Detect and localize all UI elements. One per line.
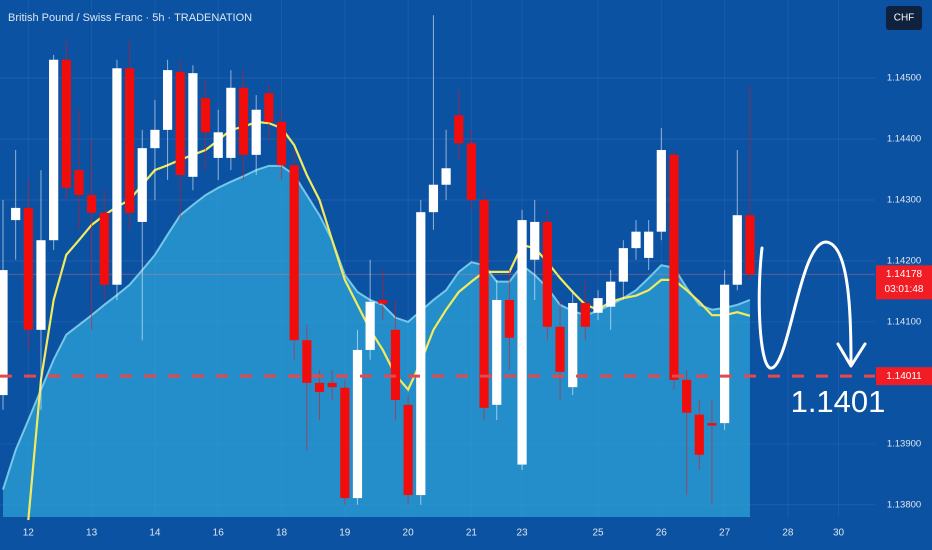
candle-body [466, 143, 477, 200]
annotation: 1.1401 [791, 384, 886, 419]
chart-title: British Pound / Swiss Franc · 5h · TRADE… [8, 12, 252, 24]
candle-body [11, 207, 21, 221]
candle-body [99, 212, 109, 285]
candle-body [720, 284, 730, 424]
candle-body [403, 404, 413, 496]
candle-body [644, 231, 654, 258]
candle-body [441, 168, 451, 185]
candle-body [188, 73, 198, 177]
candle-body [352, 349, 363, 499]
countdown-label: 03:01:48 [885, 284, 924, 295]
candle-body [365, 301, 375, 350]
candle-body [264, 93, 274, 122]
candle-body [137, 148, 147, 222]
candle-body [314, 382, 325, 393]
candle-body [327, 382, 337, 388]
candle-body [555, 326, 565, 372]
candle-body [492, 299, 502, 405]
candle-body [669, 154, 679, 380]
level-label: 1.14011 [886, 371, 922, 382]
x-tick-label: 16 [213, 528, 225, 539]
x-tick-label: 20 [403, 528, 415, 539]
candle-body [530, 221, 540, 260]
candle-body [340, 387, 350, 499]
candle-body [656, 149, 666, 232]
candle-body [428, 184, 439, 213]
level-tag [876, 367, 932, 386]
candle-body [606, 281, 616, 307]
candle-body [61, 59, 71, 188]
candle-body [150, 129, 160, 149]
candle-body [276, 121, 287, 166]
y-tick-label: 1.14200 [887, 255, 921, 266]
candle-body [378, 299, 388, 304]
last-price-label: 1.14178 [886, 269, 923, 280]
x-tick-label: 25 [592, 528, 604, 539]
candle-body [162, 70, 173, 130]
x-tick-label: 14 [149, 528, 161, 539]
candle-body [568, 303, 578, 388]
candle-body [682, 379, 692, 413]
candle-body [125, 68, 135, 213]
y-tick-label: 1.14400 [887, 134, 921, 145]
candle-body [226, 87, 236, 158]
candle-body [36, 240, 46, 330]
x-tick-label: 30 [833, 528, 845, 539]
candle-body [631, 231, 641, 249]
currency-label[interactable]: CHF [894, 13, 915, 24]
candle-body [23, 207, 33, 330]
x-tick-label: 19 [339, 528, 351, 539]
candle-body [479, 199, 489, 408]
candle-body [517, 220, 527, 465]
arrow-curve [757, 240, 853, 370]
candle-body [580, 303, 590, 327]
candle-body [542, 221, 552, 327]
last-price-tag [876, 265, 932, 300]
candle-body [390, 329, 401, 400]
candle-body [707, 423, 717, 426]
x-tick-label: 27 [719, 528, 731, 539]
candle-body [49, 59, 59, 241]
x-tick-label: 18 [276, 528, 288, 539]
candle-body [175, 71, 185, 175]
x-tick-label: 12 [23, 528, 35, 539]
candle-body [416, 212, 426, 496]
candle-body [694, 414, 704, 455]
candle-body [618, 248, 628, 282]
y-tick-label: 1.14100 [887, 316, 921, 327]
candle-body [238, 87, 249, 155]
candle-body [87, 195, 97, 213]
candle-body [112, 68, 122, 285]
candle-body [302, 340, 312, 383]
currency-button[interactable] [886, 6, 922, 30]
candle-body [74, 170, 84, 196]
x-tick-label: 28 [782, 528, 794, 539]
plot-area [0, 0, 875, 521]
candle-body [745, 215, 755, 275]
candle-body [593, 298, 603, 313]
arrow-head [836, 342, 867, 368]
x-tick-label: 21 [466, 528, 478, 539]
candle-body [213, 132, 223, 158]
y-tick-label: 1.13800 [887, 499, 921, 510]
candle-body [289, 165, 299, 341]
candle-body [251, 109, 261, 155]
x-tick-label: 13 [86, 528, 98, 539]
moving-average-line [27, 120, 751, 521]
y-tick-label: 1.14300 [887, 194, 921, 205]
candle-body [0, 270, 8, 396]
candle-body [732, 215, 742, 285]
x-tick-label: 23 [516, 528, 528, 539]
y-tick-label: 1.13900 [887, 438, 921, 449]
candle-body [200, 98, 211, 133]
candle-body [454, 115, 464, 144]
candle-body [504, 299, 514, 338]
x-tick-label: 26 [656, 528, 668, 539]
y-tick-label: 1.14500 [887, 73, 921, 84]
